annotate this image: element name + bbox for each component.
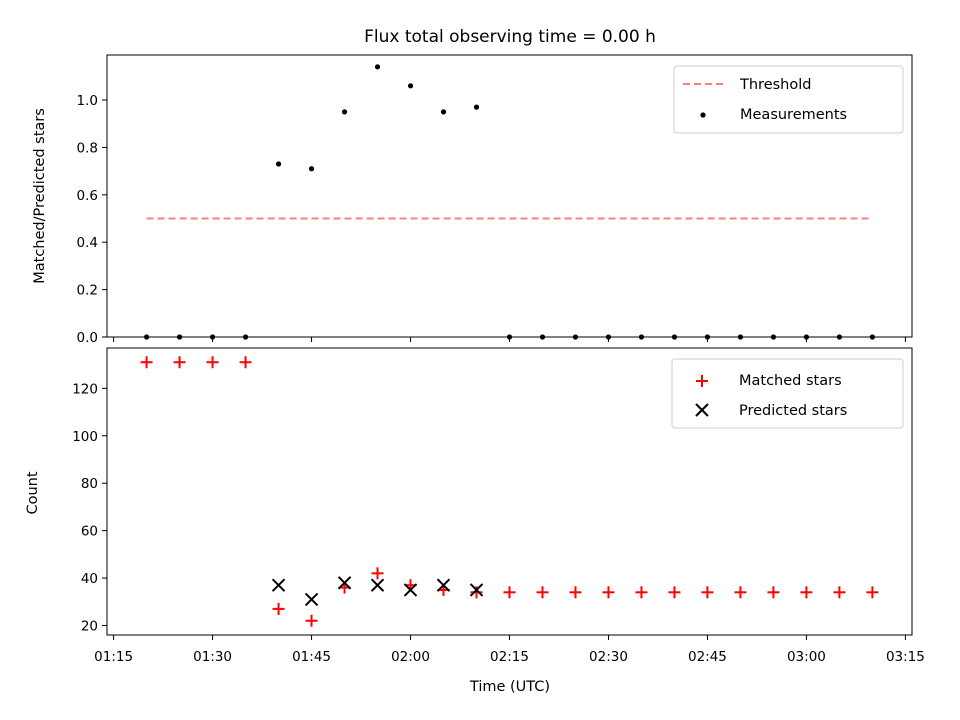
bottom-y-ticks: 20 40 60 80 100 120 [72,381,107,635]
matched-star-point [668,586,681,599]
legend-matched-label: Matched stars [739,373,842,389]
x-tick-label: 02:00 [391,649,430,665]
matched-star-point [272,602,285,615]
matched-star-point [734,586,747,599]
legend-measurements-swatch [700,112,706,118]
matched-star-point [767,586,780,599]
x-tick-label: 02:30 [589,649,628,665]
top-legend-box [673,65,904,134]
bottom-y-tick-label: 20 [81,619,98,635]
matched-star-point [470,586,483,599]
predicted-star-point [469,583,484,597]
measurement-point [440,109,447,115]
top-y-tick-label: 0.4 [77,235,98,251]
legend-predicted-swatch [695,403,709,417]
matched-star-point [701,586,714,599]
top-y-axis-label: Matched/Predicted stars [32,108,48,284]
x-axis-label: Time (UTC) [469,679,550,695]
bottom-y-tick-label: 120 [72,381,98,397]
top-y-tick-label: 1.0 [77,93,98,109]
matched-star-point [602,586,615,599]
matched-star-point [833,586,846,599]
top-legend: Threshold Measurements [673,65,904,134]
measurement-point [341,109,348,115]
top-axes-frame [106,54,913,338]
matched-star-point [503,586,516,599]
predicted-star-point [304,592,319,607]
matched-star-point [173,356,186,369]
bottom-x-ticks: 01:15 01:30 01:45 02:00 02:15 02:30 02:45 03:00… [94,635,925,665]
predicted-star-point [370,578,385,592]
measurement-point [473,104,480,110]
measurement-point [308,166,315,172]
matched-star-point [800,586,813,599]
x-tick-label: 02:15 [490,649,529,665]
matched-star-point [305,614,318,627]
x-tick-label: 01:15 [94,649,133,665]
top-y-tick-label: 0.8 [77,140,98,156]
legend-threshold-label: Threshold [739,77,811,93]
predicted-star-point [271,578,286,592]
x-tick-label: 01:45 [292,649,331,665]
top-y-ticks: 0.0 0.2 0.4 0.6 0.8 1.0 [77,93,107,346]
measurement-point [407,83,414,89]
bottom-y-axis-label: Count [25,471,41,514]
chart-title: Flux total observing time = 0.00 h [364,27,656,47]
measurement-point [374,64,381,70]
predicted-star-point [436,578,451,592]
predicted-star-point [403,583,418,597]
x-tick-label: 01:30 [193,649,232,665]
bottom-axes-frame [106,347,913,636]
bottom-y-tick-label: 60 [81,524,98,540]
top-y-tick-label: 0.2 [77,283,98,299]
bottom-legend: Matched stars Predicted stars [671,358,904,429]
matched-star-point [569,586,582,599]
x-tick-label: 03:00 [787,649,826,665]
matched-star-point [536,586,549,599]
matched-star-point [206,356,219,369]
x-tick-label: 02:45 [688,649,727,665]
bottom-y-tick-label: 80 [81,476,98,492]
matched-star-point [239,356,252,369]
matched-star-point [866,586,879,599]
predicted-star-point [337,576,352,590]
bottom-y-tick-label: 40 [81,571,98,587]
top-panel: 0.0 0.2 0.4 0.6 0.8 1.0 Matched/Predicted sta… [32,54,913,346]
bottom-panel: 20 40 60 80 100 120 01:15 01:30 01:45 02:00 02:15… [25,347,925,695]
legend-matched-swatch [696,375,708,387]
matched-star-point [635,586,648,599]
bottom-legend-box [671,358,904,429]
measurement-point [275,161,282,167]
top-y-tick-label: 0.6 [77,188,98,204]
top-y-tick-label: 0.0 [77,330,98,346]
count-series [140,356,879,627]
matched-star-point [140,356,153,369]
legend-predicted-label: Predicted stars [739,403,847,419]
bottom-y-tick-label: 100 [72,429,98,445]
matched-star-point [371,567,384,580]
x-tick-label: 03:15 [886,649,925,665]
legend-measurements-label: Measurements [740,107,847,123]
